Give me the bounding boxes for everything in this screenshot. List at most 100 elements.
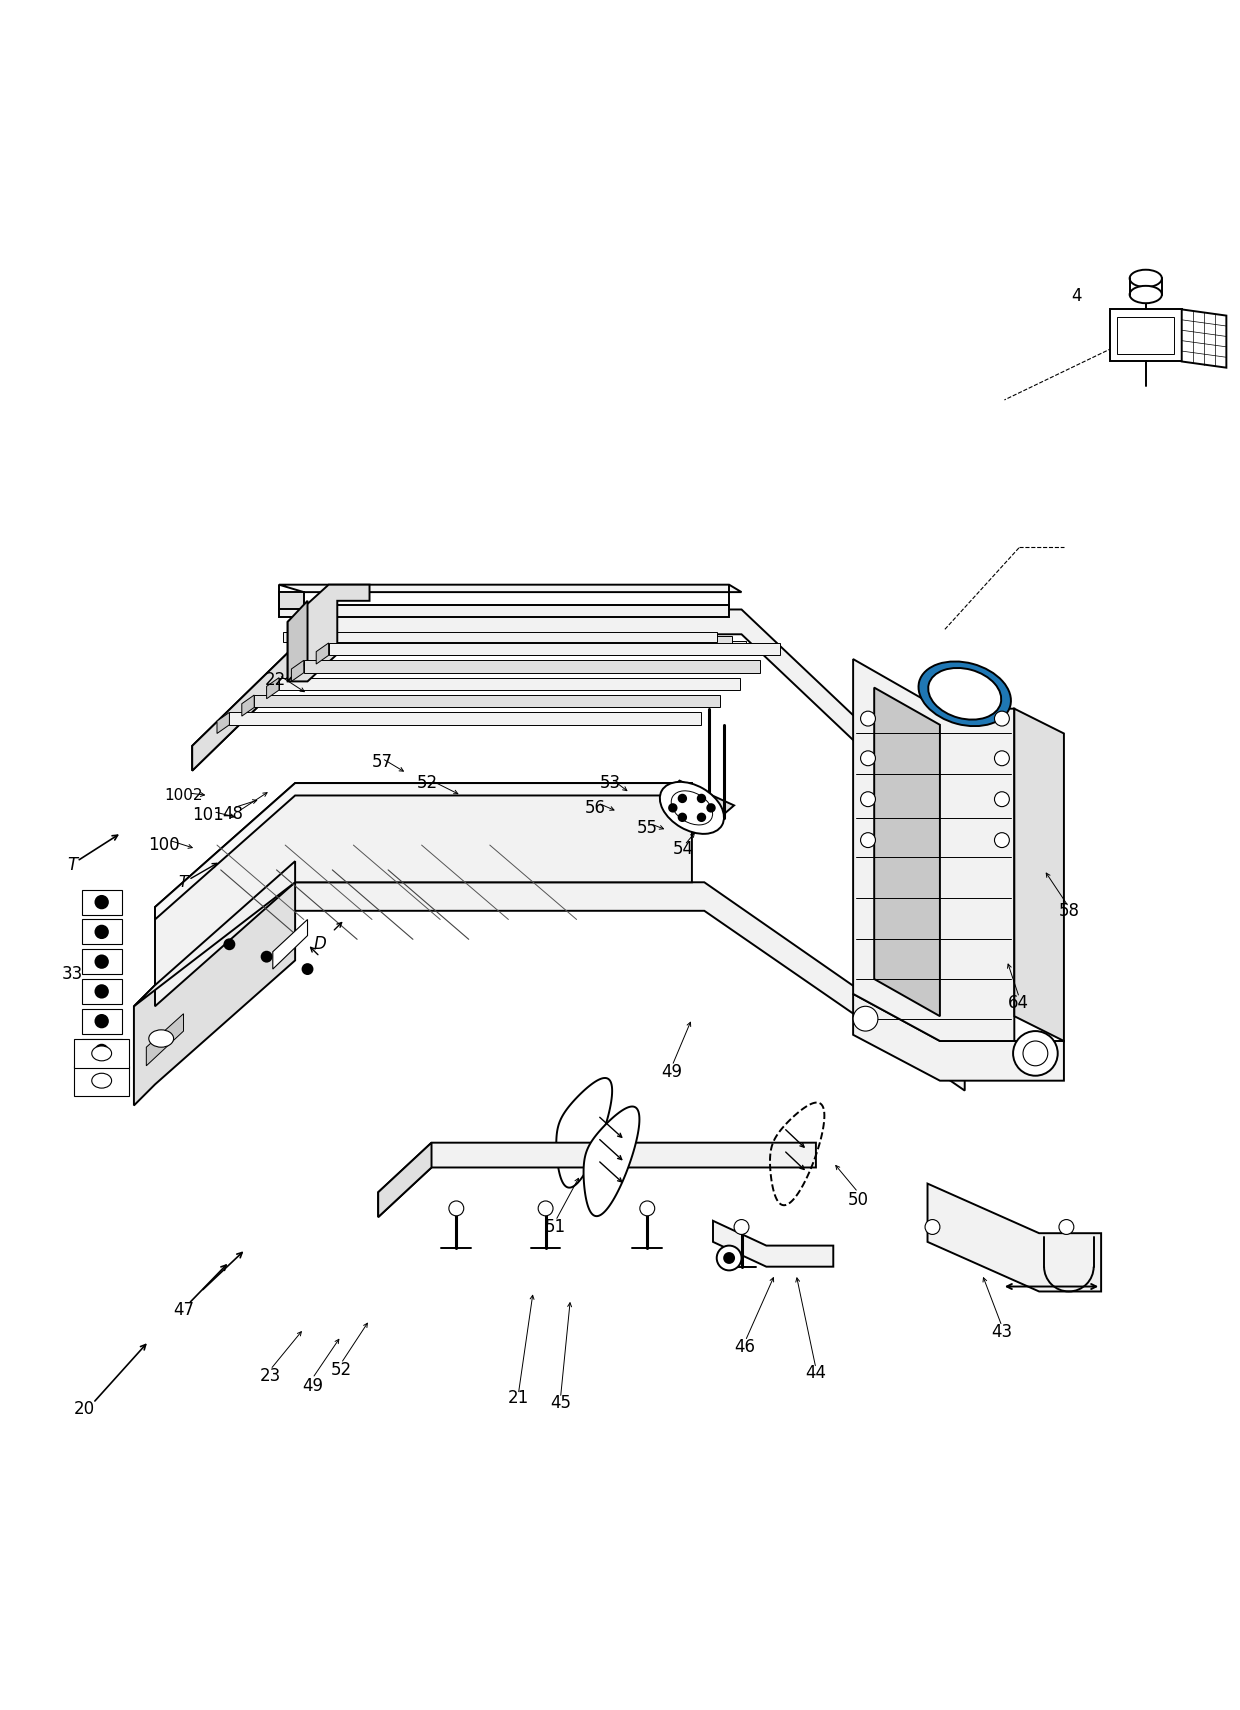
Ellipse shape [92,1047,112,1060]
Circle shape [95,1045,108,1057]
Circle shape [224,939,234,949]
Polygon shape [288,585,370,681]
Circle shape [95,925,108,939]
Text: T: T [67,857,77,874]
Text: T: T [179,876,188,889]
Text: 45: 45 [551,1394,570,1412]
Circle shape [1059,1219,1074,1235]
Text: 21: 21 [507,1389,529,1407]
Circle shape [538,1200,553,1216]
Circle shape [861,711,875,727]
Text: 100: 100 [148,836,180,853]
Text: 52: 52 [417,775,439,792]
Polygon shape [1014,708,1064,1041]
Polygon shape [874,687,940,1016]
Circle shape [640,1200,655,1216]
Polygon shape [853,658,1014,1041]
Text: 52: 52 [330,1361,352,1378]
Circle shape [95,985,108,997]
Polygon shape [279,592,304,609]
Polygon shape [584,1106,640,1216]
Circle shape [724,1253,734,1264]
Polygon shape [1110,310,1182,361]
Circle shape [925,1219,940,1235]
Polygon shape [557,1077,613,1188]
Polygon shape [713,1221,833,1267]
Polygon shape [273,920,308,970]
Polygon shape [155,783,692,1005]
Ellipse shape [1130,286,1162,303]
Circle shape [853,1005,878,1031]
Polygon shape [192,609,883,771]
Polygon shape [279,677,740,691]
Text: 1002: 1002 [164,788,203,804]
Circle shape [670,804,677,812]
Polygon shape [304,660,760,672]
Circle shape [698,814,706,821]
Text: 50: 50 [848,1190,868,1209]
Circle shape [95,1016,108,1028]
Text: D: D [314,935,326,952]
Polygon shape [853,994,1064,1081]
Circle shape [678,795,686,802]
Circle shape [994,751,1009,766]
Circle shape [303,964,312,975]
Circle shape [698,795,706,802]
Text: 47: 47 [174,1301,193,1318]
Text: 64: 64 [1008,994,1028,1012]
Circle shape [994,792,1009,807]
Polygon shape [928,1183,1101,1291]
Text: 57: 57 [372,752,392,771]
Polygon shape [312,641,746,650]
Polygon shape [134,862,295,1105]
Polygon shape [378,1142,816,1218]
Polygon shape [217,713,229,734]
Polygon shape [770,1103,825,1206]
Text: 55: 55 [637,819,657,836]
Polygon shape [242,694,254,716]
Circle shape [994,711,1009,727]
Polygon shape [82,1038,122,1064]
Ellipse shape [149,1029,174,1047]
Circle shape [734,1219,749,1235]
Ellipse shape [929,669,1001,720]
Circle shape [678,814,686,821]
Polygon shape [254,694,720,708]
Text: 46: 46 [735,1339,755,1356]
Polygon shape [283,631,717,641]
Polygon shape [329,643,780,655]
Circle shape [1013,1031,1058,1076]
Text: 23: 23 [259,1366,281,1385]
Circle shape [861,751,875,766]
Polygon shape [146,994,159,1064]
Polygon shape [74,1065,129,1096]
Circle shape [861,833,875,848]
Polygon shape [146,1014,184,1065]
Text: 101: 101 [192,807,224,824]
Ellipse shape [671,790,713,824]
Text: 22: 22 [264,670,286,689]
Polygon shape [298,636,732,646]
Circle shape [95,956,108,968]
Polygon shape [74,1038,129,1069]
Text: 20: 20 [73,1400,95,1418]
Polygon shape [327,645,761,655]
Text: 58: 58 [1059,901,1079,920]
Circle shape [449,1200,464,1216]
Text: 51: 51 [544,1218,567,1236]
Polygon shape [155,783,692,920]
Polygon shape [134,862,295,1005]
Circle shape [1023,1041,1048,1065]
Polygon shape [146,882,285,1035]
Polygon shape [82,920,122,944]
Ellipse shape [660,781,724,834]
Polygon shape [267,677,279,699]
Text: 49: 49 [303,1377,322,1395]
Circle shape [95,896,108,908]
Circle shape [707,804,714,812]
Ellipse shape [92,1074,112,1088]
Circle shape [95,1074,108,1088]
Ellipse shape [919,662,1011,727]
Text: 33: 33 [61,964,83,983]
Polygon shape [316,643,329,663]
